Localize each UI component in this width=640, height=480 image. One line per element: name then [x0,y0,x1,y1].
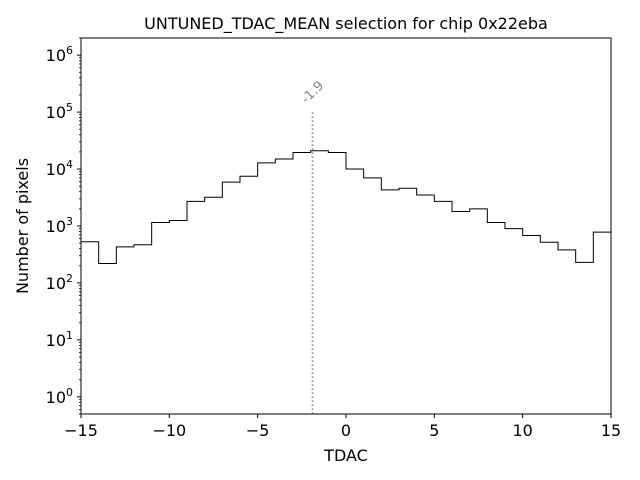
y-tick-label: 104 [46,158,73,179]
x-tick-label: 0 [341,421,351,440]
x-axis-ticks: −15 −10 −5 0 5 10 15 [64,414,621,440]
marker-label: -1.9 [299,78,328,107]
y-tick-label: 103 [46,215,73,236]
y-axis-ticks: 100 101 102 103 104 105 106 [46,37,81,415]
y-tick-label: 102 [46,272,73,293]
plot-frame [80,37,612,415]
y-tick-label: 106 [46,44,73,65]
histogram-step-line [80,150,612,414]
y-axis-label: Number of pixels [13,158,32,294]
x-tick-label: 10 [512,421,532,440]
x-tick-label: 15 [601,421,621,440]
x-tick-label: −5 [246,421,270,440]
x-axis-label: TDAC [323,446,368,465]
x-tick-label: −10 [152,421,186,440]
chart-title: UNTUNED_TDAC_MEAN selection for chip 0x2… [144,14,548,34]
x-tick-label: 5 [429,421,439,440]
y-tick-label: 101 [46,329,73,350]
x-tick-label: −15 [64,421,98,440]
y-tick-label: 105 [46,101,73,122]
y-tick-label: 100 [46,386,73,407]
